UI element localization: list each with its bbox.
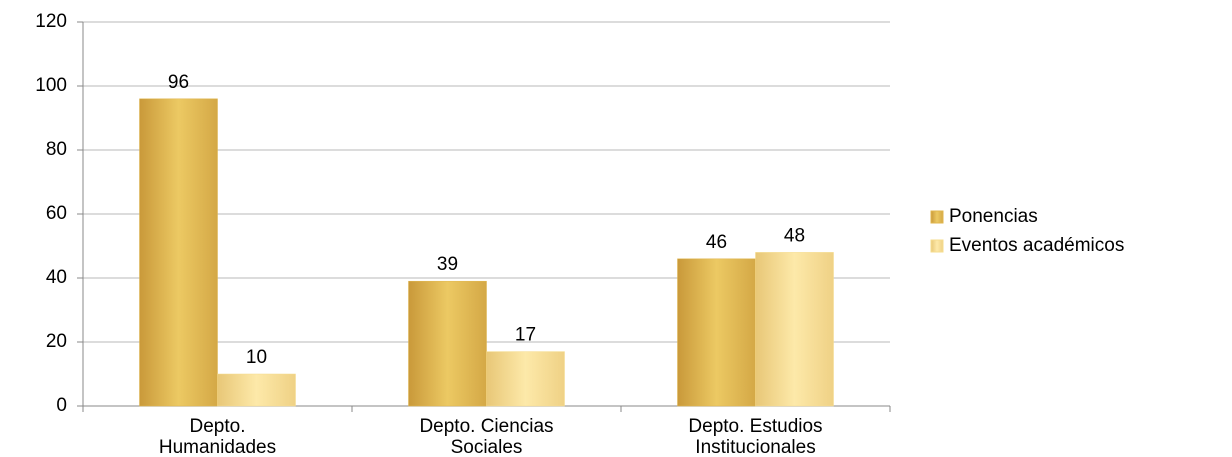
y-tick-label: 100 [35, 75, 67, 96]
bar [408, 280, 487, 407]
x-tick-label: Depto. Estudios Institucionales [688, 416, 823, 457]
legend-label: Eventos académicos [949, 235, 1124, 256]
data-label: 39 [437, 254, 458, 275]
y-tick-label: 80 [46, 139, 67, 160]
legend-swatch [930, 239, 944, 253]
data-label: 46 [706, 232, 727, 253]
data-label: 17 [515, 325, 536, 346]
y-tick-label: 60 [46, 203, 67, 224]
data-label: 48 [784, 225, 805, 246]
bar [139, 98, 218, 407]
bar [755, 252, 834, 407]
bar [217, 373, 296, 407]
y-tick-label: 20 [46, 331, 67, 352]
x-tick-label: Depto. Humanidades [158, 416, 277, 457]
data-label: 10 [246, 347, 267, 368]
bar [677, 258, 756, 407]
legend-label: Ponencias [949, 206, 1038, 227]
legend-swatch [930, 210, 944, 224]
y-tick-label: 40 [46, 267, 67, 288]
y-tick-label: 120 [35, 11, 67, 32]
x-tick-label: Depto. Ciencias Sociales [419, 416, 554, 457]
y-tick-label: 0 [56, 395, 67, 416]
bar [486, 351, 565, 407]
data-label: 96 [168, 72, 189, 93]
